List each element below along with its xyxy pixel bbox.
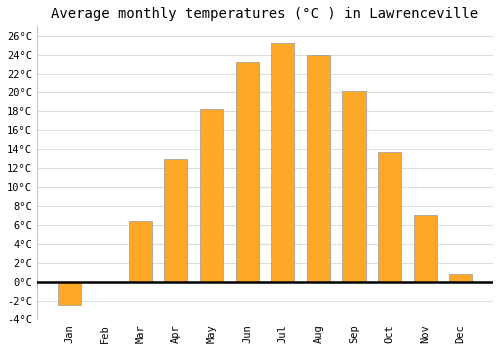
Bar (200, 110, 223, 282)
Bar (58, 282, 80, 305)
Bar (307, 55, 330, 282)
Bar (414, 215, 436, 282)
Bar (164, 159, 188, 282)
Title: Average monthly temperatures (°C ) in Lawrenceville: Average monthly temperatures (°C ) in La… (52, 7, 478, 21)
Bar (378, 152, 401, 282)
Bar (449, 274, 472, 282)
Bar (271, 43, 294, 282)
Bar (236, 62, 258, 282)
Bar (128, 221, 152, 282)
Bar (342, 91, 365, 282)
